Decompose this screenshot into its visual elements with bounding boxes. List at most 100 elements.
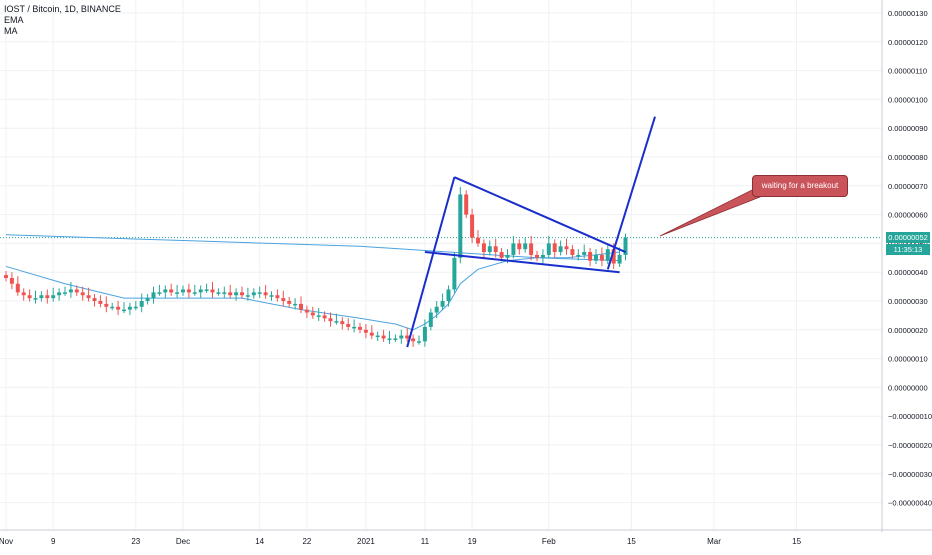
candle-body	[523, 243, 528, 250]
symbol-title: IOST / Bitcoin, 1D, BINANCE	[4, 4, 121, 14]
y-tick-label: −0.00000030	[888, 470, 932, 479]
y-tick-label: 0.00000000	[888, 383, 928, 392]
candle-body	[417, 341, 421, 343]
candle-body	[599, 254, 604, 261]
candle-body	[546, 243, 551, 255]
candle-body	[281, 298, 286, 301]
candle-body	[245, 295, 250, 297]
x-tick-label: Nov	[0, 537, 13, 546]
indicator-ma[interactable]: MA	[4, 26, 18, 36]
candle-body	[440, 301, 445, 307]
candle-body	[39, 295, 44, 299]
candle-body	[458, 194, 463, 258]
y-tick-label: 0.00000120	[888, 38, 928, 47]
trend-line	[453, 176, 626, 253]
x-tick-label: 11	[421, 537, 430, 546]
candle-body	[157, 292, 162, 294]
candle-body	[104, 303, 109, 307]
candle-body	[487, 246, 492, 253]
candle-body	[399, 335, 404, 339]
y-tick-label: −0.00000020	[888, 441, 932, 450]
candle-body	[505, 254, 510, 258]
candle-body	[576, 254, 581, 257]
candle-body	[428, 312, 433, 327]
candle-body	[4, 275, 8, 278]
candle-body	[169, 289, 174, 293]
candle-body	[192, 292, 197, 294]
y-tick-label: 0.00000020	[888, 326, 928, 335]
chart-legend: IOST / Bitcoin, 1D, BINANCE EMA MA	[4, 4, 121, 37]
candle-body	[186, 289, 191, 293]
candle-body	[558, 246, 563, 253]
candle-body	[605, 249, 610, 261]
candle-body	[322, 315, 327, 319]
candle-body	[452, 257, 457, 290]
candle-body	[74, 289, 79, 293]
candle-body	[529, 243, 534, 255]
candle-body	[381, 335, 386, 339]
candle-body	[92, 298, 97, 301]
indicator-ema[interactable]: EMA	[4, 15, 24, 25]
trend-line	[406, 176, 456, 348]
bar-countdown-label: 11:35:13	[886, 243, 930, 255]
long-average-line	[5, 234, 620, 262]
candle-body	[481, 243, 486, 253]
candle-body	[517, 243, 522, 250]
candle-body	[45, 295, 50, 299]
candle-body	[493, 246, 498, 253]
candle-body	[588, 252, 593, 261]
candle-body	[110, 306, 115, 309]
trend-line	[606, 116, 656, 270]
candle-body	[275, 295, 280, 299]
candle-body	[617, 254, 622, 264]
candle-body	[570, 249, 575, 255]
candle-body	[222, 292, 227, 294]
candle-body	[564, 246, 569, 250]
candle-body	[63, 292, 67, 294]
candle-body	[15, 283, 20, 293]
x-tick-label: 14	[255, 537, 264, 546]
candle-body	[446, 289, 451, 301]
candle-body	[80, 292, 85, 296]
candle-body	[228, 292, 233, 296]
candle-body	[98, 301, 103, 304]
candle-body	[293, 303, 298, 306]
candle-body	[552, 243, 557, 253]
breakout-callout[interactable]: waiting for a breakout	[752, 175, 848, 197]
x-tick-label: 15	[627, 537, 636, 546]
candle-body	[27, 295, 32, 299]
candle-body	[198, 289, 203, 293]
y-tick-label: 0.00000110	[888, 67, 927, 76]
y-tick-label: −0.00000010	[888, 412, 932, 421]
x-tick-label: Dec	[176, 537, 190, 546]
candle-body	[216, 292, 221, 294]
y-tick-label: 0.00000070	[888, 182, 928, 191]
trend-line	[424, 251, 620, 274]
candle-body	[269, 295, 274, 297]
candle-body	[299, 303, 303, 310]
last-price-label: 0.00000052	[886, 231, 930, 243]
x-tick-label: 9	[51, 537, 56, 546]
candle-body	[175, 292, 180, 294]
candle-body	[334, 321, 339, 323]
candle-body	[139, 301, 144, 307]
candle-body	[145, 298, 150, 301]
candle-body	[21, 292, 26, 296]
candle-body	[9, 277, 14, 284]
candle-body	[434, 306, 439, 313]
x-tick-label: 19	[468, 537, 477, 546]
candle-body	[51, 295, 56, 299]
candle-body	[33, 298, 38, 300]
y-tick-label: −0.00000040	[888, 499, 932, 508]
candle-body	[263, 292, 268, 296]
candle-body	[499, 252, 504, 258]
candle-body	[316, 315, 321, 317]
candle-body	[387, 338, 392, 340]
candle-body	[375, 335, 380, 338]
candle-body	[251, 292, 256, 296]
candle-body	[476, 237, 480, 244]
candle-body	[86, 295, 91, 299]
x-tick-label: 23	[131, 537, 140, 546]
